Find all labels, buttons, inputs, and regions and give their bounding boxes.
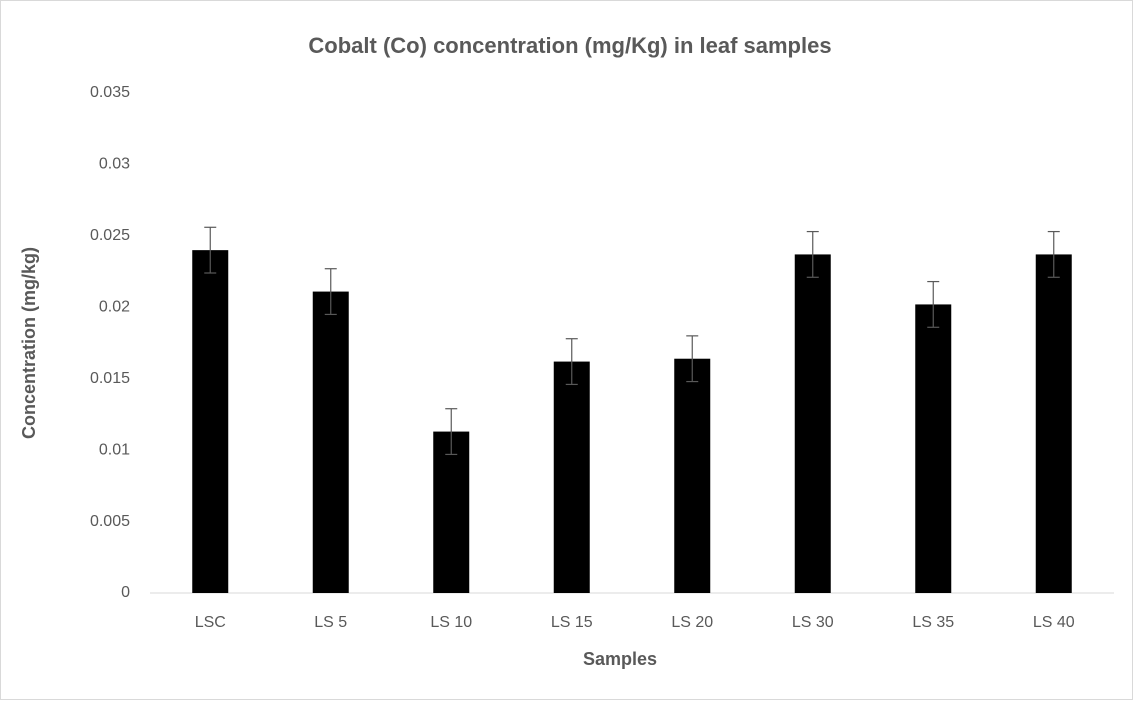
x-tick-label: LS 10: [430, 614, 472, 631]
bar: [1035, 254, 1072, 593]
x-tick-label: LS 5: [314, 614, 347, 631]
y-tick-label: 0.025: [90, 227, 130, 244]
bar: [312, 291, 349, 593]
error-bar: [204, 226, 217, 274]
error-bar: [1047, 230, 1060, 278]
y-tick-label: 0: [121, 584, 130, 601]
y-tick-label: 0.035: [90, 84, 130, 101]
bar: [433, 431, 470, 593]
error-bar: [445, 408, 458, 456]
error-bar: [686, 335, 699, 383]
bar: [192, 250, 229, 593]
bar: [674, 358, 711, 593]
error-bar: [565, 338, 578, 386]
error-bar: [927, 280, 940, 328]
x-axis-title: Samples: [583, 649, 657, 669]
y-tick-label: 0.005: [90, 513, 130, 530]
x-tick-label: LS 15: [551, 614, 593, 631]
error-bar: [324, 268, 337, 316]
y-tick-label: 0.015: [90, 370, 130, 387]
chart-title: Cobalt (Co) concentration (mg/Kg) in lea…: [308, 33, 831, 58]
y-tick-label: 0.01: [99, 441, 130, 458]
y-tick-label: 0.02: [99, 299, 130, 316]
x-tick-label: LS 30: [792, 614, 834, 631]
bar: [553, 361, 590, 593]
x-tick-label: LS 35: [912, 614, 954, 631]
bar: [915, 304, 952, 593]
error-bar: [806, 230, 819, 278]
x-tick-label: LS 20: [671, 614, 713, 631]
x-tick-label: LSC: [195, 614, 226, 631]
bar: [794, 254, 831, 593]
y-axis-title: Concentration (mg/kg): [19, 247, 39, 439]
y-tick-label: 0.03: [99, 156, 130, 173]
x-tick-label: LS 40: [1033, 614, 1075, 631]
